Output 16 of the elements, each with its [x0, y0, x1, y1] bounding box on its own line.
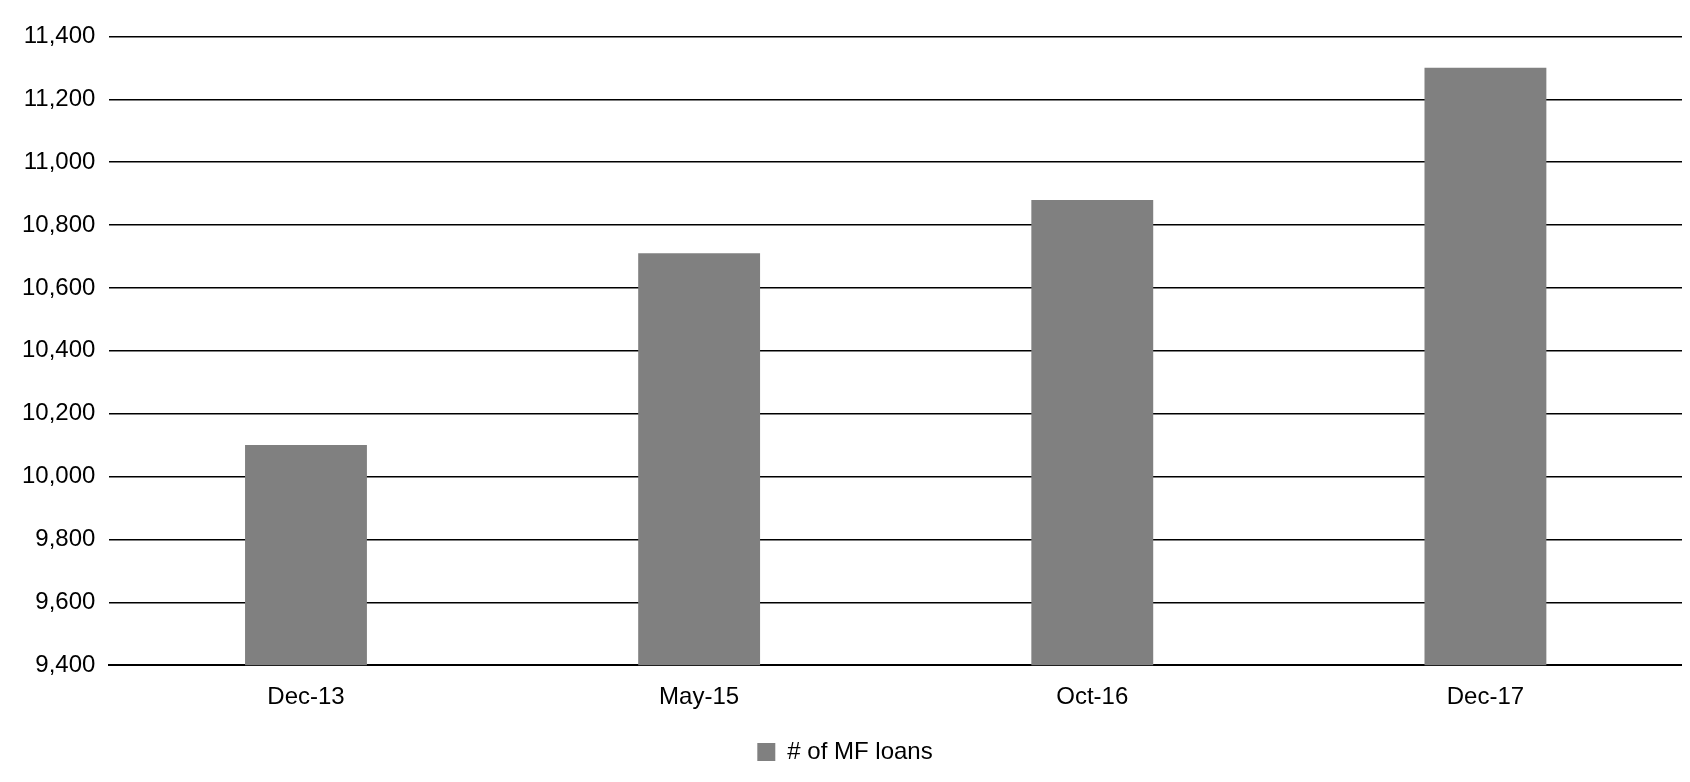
- y-tick-label: 10,000: [22, 461, 96, 489]
- y-tick-label: 11,000: [23, 146, 96, 174]
- y-tick-label: 10,800: [22, 209, 96, 237]
- y-tick-label: 11,200: [23, 83, 96, 111]
- y-tick-label: 10,200: [22, 398, 96, 426]
- x-tick-label: Dec-13: [267, 682, 345, 710]
- y-tick-label: 9,400: [35, 649, 96, 677]
- y-tick-label: 9,800: [35, 524, 96, 552]
- y-tick-label: 9,600: [35, 586, 96, 614]
- x-tick-label: May-15: [659, 682, 740, 710]
- y-tick-label: 10,400: [22, 335, 96, 363]
- y-tick-label: 10,600: [22, 272, 96, 300]
- x-tick-label: Oct-16: [1056, 682, 1129, 710]
- x-tick-label: Dec-17: [1446, 682, 1525, 710]
- y-tick-label: 11,400: [23, 21, 96, 49]
- legend-label: # of MF loans: [787, 736, 933, 764]
